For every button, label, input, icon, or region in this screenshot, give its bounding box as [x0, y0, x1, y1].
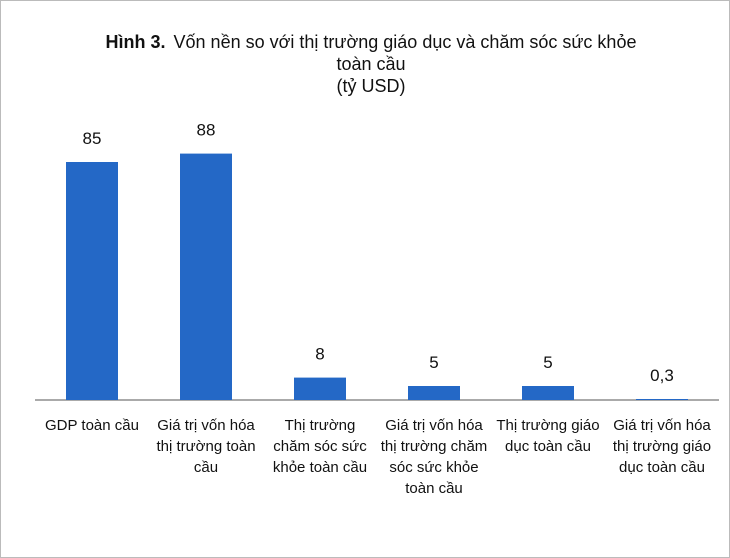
value-label: 8: [315, 345, 324, 364]
value-label: 88: [197, 121, 216, 140]
title-prefix: Hình 3.: [105, 32, 166, 52]
x-tick-label: GDP toàn cầu: [45, 417, 139, 434]
bar: [180, 153, 232, 400]
chart-title-block: Hình 3. Vốn nền so với thị trường giáo dụ…: [91, 31, 651, 97]
value-label: 0,3: [650, 366, 674, 385]
value-label: 85: [83, 129, 102, 148]
bar: [636, 399, 688, 400]
value-label: 5: [543, 353, 552, 372]
bar: [522, 386, 574, 400]
bar: [408, 386, 460, 400]
x-tick-label: Giá trị vốn hóa thị trường toàn cầu: [156, 417, 256, 476]
x-tick-label: Giá trị vốn hóa thị trường chăm sóc sức …: [380, 417, 488, 497]
x-tick-label: Thị trường giáo dục toàn cầu: [496, 417, 600, 455]
x-tick-label: Thị trường chăm sóc sức khỏe toàn cầu: [272, 417, 368, 476]
x-tick-label: Giá trị vốn hóa thị trường giáo dục toàn…: [612, 417, 712, 476]
chart-subtitle: (tỷ USD): [336, 76, 406, 96]
bar: [294, 377, 346, 400]
bar: [66, 162, 118, 400]
chart-title: Vốn nền so với thị trường giáo dục và ch…: [173, 32, 637, 74]
value-label: 5: [429, 353, 438, 372]
